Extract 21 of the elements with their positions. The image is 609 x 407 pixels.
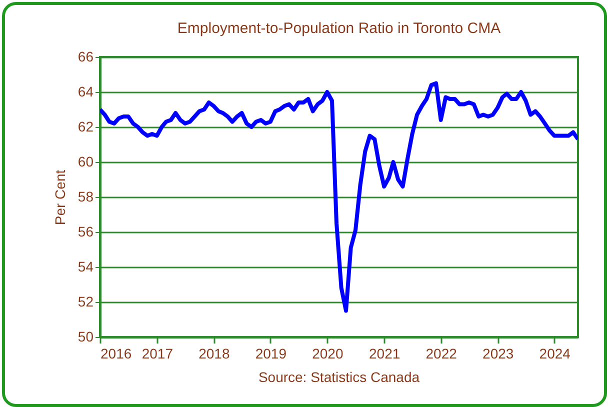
y-tick-label: 64: [78, 84, 94, 100]
y-tick-label: 54: [78, 258, 94, 274]
y-tick-label: 62: [78, 118, 94, 134]
y-axis-title: Per Cent: [52, 170, 68, 226]
x-tick-label: 2021: [369, 346, 400, 362]
x-tick-label: 2017: [142, 346, 174, 362]
x-tick-label: 2023: [482, 346, 514, 362]
x-tick-label: 2018: [198, 346, 230, 362]
source-note: Source: Statistics Canada: [258, 369, 420, 385]
chart-title: Employment-to-Population Ratio in Toronto CMA: [177, 20, 501, 37]
y-tick-label: 52: [78, 294, 94, 310]
y-tick-label: 56: [78, 224, 94, 240]
x-tick-label: 2022: [426, 346, 458, 362]
y-tick-label: 66: [78, 48, 94, 64]
y-tick-label: 58: [78, 188, 94, 204]
x-tick-label: 2020: [312, 346, 344, 362]
x-tick-label: 2019: [255, 346, 287, 362]
y-tick-label: 50: [78, 328, 94, 344]
y-tick-label: 60: [78, 154, 94, 170]
x-tick-label: 2016: [100, 346, 132, 362]
x-tick-label: 2024: [539, 346, 571, 362]
